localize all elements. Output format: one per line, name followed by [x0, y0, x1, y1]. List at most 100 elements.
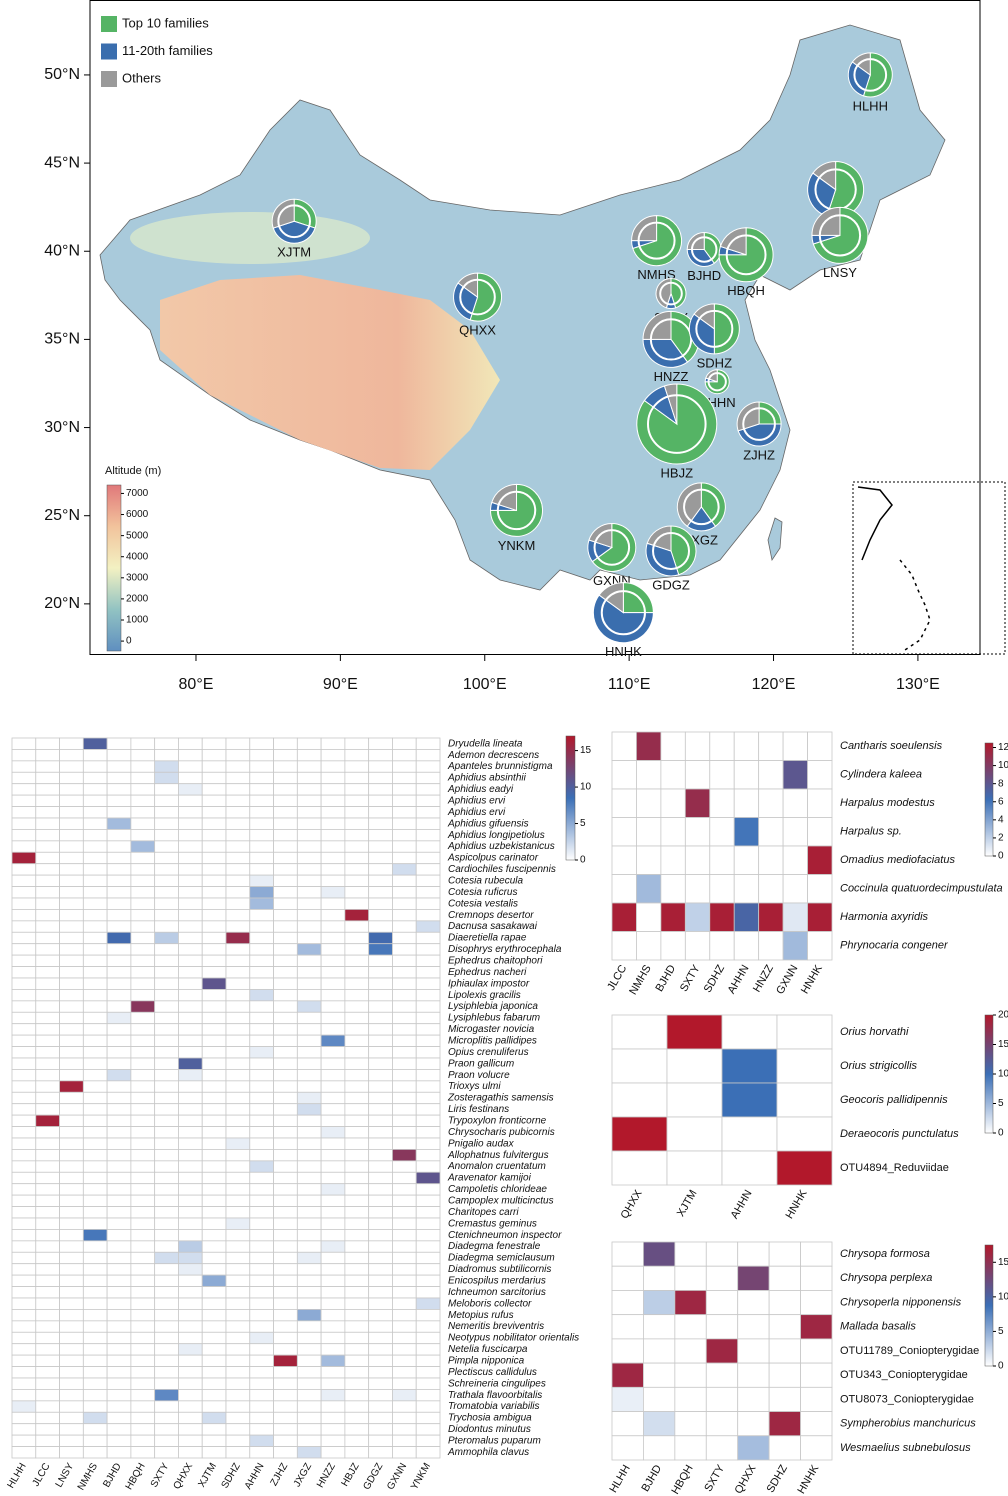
heat-cell [674, 1290, 707, 1316]
heat-cell [344, 1229, 370, 1242]
heat-cell [11, 977, 37, 990]
heat-cell [415, 1103, 441, 1116]
heat-cell [82, 829, 108, 842]
heat-cell [35, 1206, 60, 1219]
heat-cell [344, 931, 370, 945]
heat-cell [106, 1354, 132, 1367]
heat-cell [225, 760, 251, 773]
heat-cell [154, 1206, 179, 1219]
row-label: Orius horvathi [840, 1026, 909, 1038]
heat-cell [130, 1057, 156, 1070]
heat-cell [225, 1286, 251, 1299]
heat-cell [273, 1400, 298, 1413]
pie-ring [459, 278, 496, 316]
heat-cell [415, 1126, 441, 1139]
heat-cell [344, 1103, 370, 1116]
heat-cell [201, 1331, 227, 1345]
heat-cell [106, 1149, 132, 1162]
heat-cell [82, 1354, 108, 1367]
heat-cell [368, 1217, 393, 1230]
heat-cell [225, 1114, 251, 1127]
heat-cell [721, 1048, 778, 1084]
row-label: Campoletis chlorideae [448, 1184, 547, 1195]
heat-cell [11, 1411, 37, 1425]
heat-cell [225, 1434, 251, 1447]
heat-cell [130, 989, 156, 1002]
heat-cell [296, 886, 322, 899]
heat-cell [35, 1229, 60, 1242]
heat-cell [154, 1000, 179, 1013]
heat-cell [130, 1069, 156, 1082]
legend-label: Top 10 families [122, 15, 209, 30]
heat-cell [82, 817, 108, 830]
heat-cell [320, 1023, 346, 1036]
heat-cell [154, 1446, 179, 1459]
heat-cell [392, 966, 417, 979]
heat-cell [201, 1046, 227, 1059]
heat-cell [201, 1274, 227, 1287]
heat-cell [225, 1034, 251, 1047]
heat-cell [82, 1149, 108, 1162]
heat-cell [660, 874, 686, 904]
heat-cell [106, 1194, 132, 1207]
heat-cell [225, 1400, 251, 1413]
heat-cell [296, 1046, 322, 1059]
pie-ring [659, 281, 683, 306]
heat-cell [106, 1126, 132, 1139]
heat-cell [273, 931, 298, 945]
heat-cell [273, 783, 298, 796]
heat-cell [415, 1137, 441, 1150]
heat-cell [11, 1160, 37, 1173]
heat-cell [154, 1137, 179, 1150]
heat-cell [392, 1229, 417, 1242]
row-label: Harpalus sp. [840, 826, 902, 838]
heat-cell [344, 806, 370, 819]
heat-cell [249, 1217, 274, 1230]
heat-cell [11, 954, 37, 967]
heat-cell [106, 1206, 132, 1219]
heat-cell [273, 1446, 298, 1459]
heat-cell [82, 1297, 108, 1310]
heat-cell [249, 1194, 274, 1207]
column-label: HBQH [669, 1463, 695, 1496]
heat-cell [106, 1400, 132, 1413]
heat-cell [368, 840, 393, 853]
heat-cell [768, 1265, 801, 1291]
heat-cell [737, 1386, 770, 1412]
heat-cell [201, 1411, 227, 1425]
heat-cell [249, 1446, 274, 1459]
heat-cell [611, 1290, 644, 1316]
y-tick-label: 40°N [44, 242, 80, 259]
heat-cell [82, 851, 108, 865]
heat-cell [130, 1240, 156, 1253]
heat-cell [684, 902, 711, 932]
colorbar-tick-label: 15 [998, 1039, 1008, 1050]
column-label: BJHD [101, 1461, 124, 1489]
heat-cell [35, 749, 60, 762]
heat-cell [344, 817, 370, 830]
heat-cell [106, 806, 132, 819]
row-label: Neotypus nobilitator orientalis [448, 1333, 579, 1344]
heat-cell [249, 989, 274, 1002]
heat-cell [35, 1446, 60, 1459]
heat-cell [249, 1343, 274, 1356]
heat-cell [296, 1400, 322, 1413]
heat-cell [392, 1000, 417, 1013]
heat-cell [225, 1126, 251, 1139]
heat-cell [273, 897, 298, 910]
heat-cell [130, 1274, 156, 1287]
heat-cell [368, 931, 393, 945]
heat-cell [35, 874, 60, 887]
heat-cell [82, 1057, 108, 1070]
heat-cell [106, 840, 132, 853]
heat-cell [249, 1126, 274, 1139]
heat-cell [368, 1354, 393, 1367]
column-label: SXTY [702, 1462, 727, 1493]
heat-cell [660, 845, 686, 875]
heat-cell [178, 840, 203, 853]
heat-cell [35, 1091, 60, 1105]
heat-cell [666, 1082, 723, 1118]
heat-cell [201, 1149, 227, 1162]
heat-cell [296, 1011, 322, 1025]
heat-cell [643, 1265, 676, 1291]
